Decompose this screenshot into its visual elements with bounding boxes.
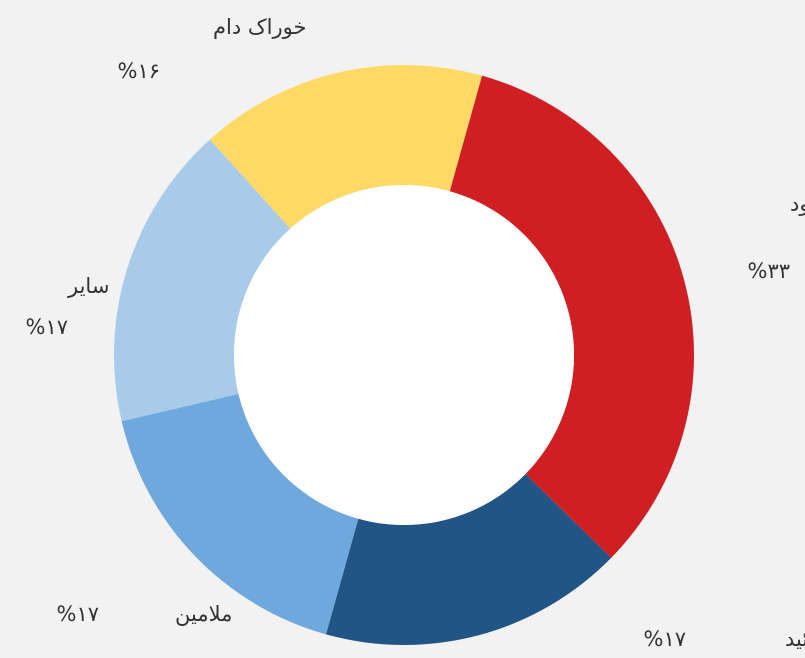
category-label: ملامین [175,602,232,626]
category-label: فرمالدئید [785,627,805,651]
donut-slice [326,473,612,645]
value-label: %۱۷ [25,315,68,339]
value-label: %۱۷ [643,627,686,651]
donut-slice [121,393,359,635]
value-label: %۱۷ [56,602,99,626]
value-label: %۳۳ [747,259,790,283]
category-label: خوراک دام [213,15,306,39]
donut-slice [114,139,291,422]
category-label: سایر [67,274,109,298]
donut-hole [234,185,574,525]
donut-slice [449,75,694,558]
value-label: %۱۶ [117,59,160,83]
donut-slice [209,65,482,229]
category-label: کود [790,192,805,216]
